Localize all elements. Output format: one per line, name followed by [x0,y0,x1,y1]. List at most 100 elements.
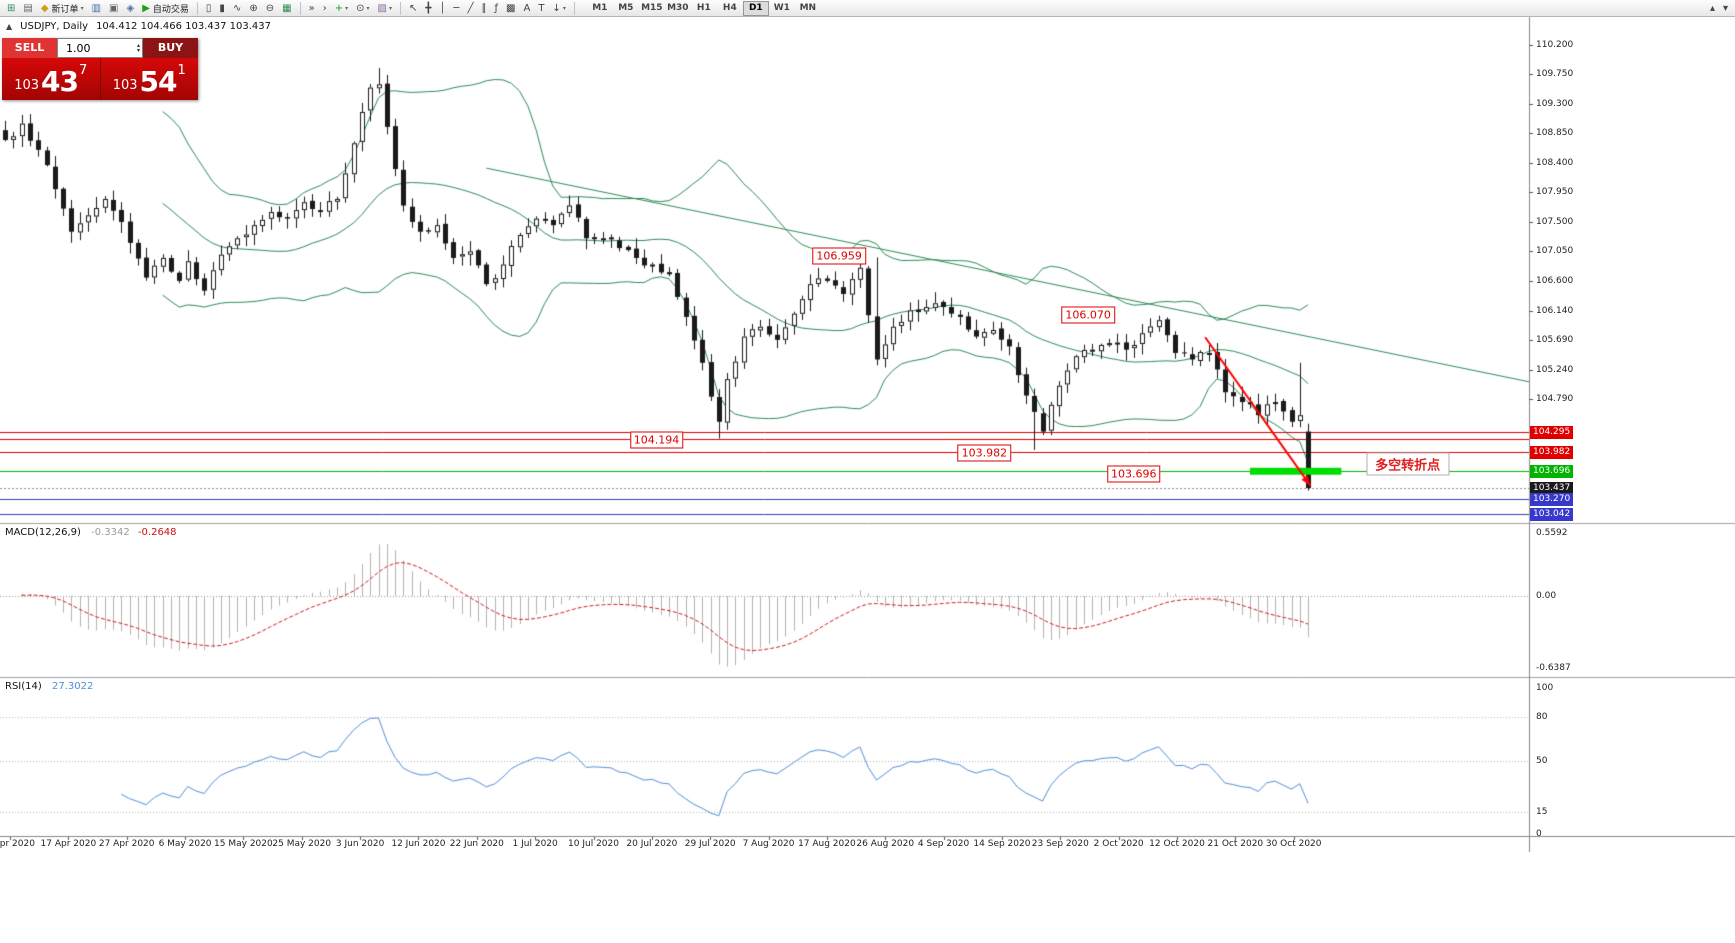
indicators-button[interactable]: + ▾ [332,1,351,16]
cursor-button[interactable]: ↖ [406,1,420,16]
label-button[interactable]: T [535,1,547,16]
trade-panel-header: SELL 1.00 ▴ ▾ BUY [2,38,198,58]
date-axis-label: 12 Oct 2020 [1149,839,1205,849]
vertical-line-icon: │ [439,2,446,14]
trendline-button[interactable]: ╱ [464,1,476,16]
volume-spinner[interactable]: ▴ ▾ [136,42,140,54]
text-icon: A [523,2,531,14]
sell-price-prefix: 103 [14,78,40,93]
timeframe-h1-button[interactable]: H1 [696,2,711,13]
buy-button[interactable]: BUY [143,38,198,58]
one-click-trading-panel: SELL 1.00 ▴ ▾ BUY 103 43 7 103 54 1 [2,38,198,100]
indicators-icon: + [334,2,344,14]
navigator-button[interactable]: ◈ [123,1,137,16]
arrows-button[interactable]: ↓ ▾ [549,1,568,16]
price-level-annotation: 103.982 [957,444,1012,462]
cursor-icon: ↖ [408,2,418,14]
date-axis-label: 14 Sep 2020 [973,839,1031,849]
trade-panel-prices: 103 43 7 103 54 1 [2,58,198,100]
auto-scroll-button[interactable]: » [306,1,318,16]
price-level-annotation: 106.070 [1061,306,1115,324]
tile-windows-icon: ▦ [282,2,292,14]
one-click-collapse-toggle[interactable]: ▲ [6,22,13,31]
fibonacci-button[interactable]: ƒ [491,1,501,16]
date-axis-label: 7 Aug 2020 [742,839,795,849]
dropdown-arrow-icon: ▾ [345,4,349,12]
buy-price-big: 54 [139,65,178,98]
date-axis-label: 27 Apr 2020 [98,839,155,849]
price-level-annotation: 104.194 [629,431,684,449]
toolbar-separator [573,1,575,15]
data-window-button[interactable]: ▣ [106,1,121,16]
line-chart-button[interactable]: ∿ [230,1,244,16]
chart-shift-icon: › [322,2,327,14]
sell-price[interactable]: 103 43 7 [2,58,101,100]
date-axis-label: 7 Apr 2020 [0,839,35,849]
timeframe-m30-button[interactable]: M30 [667,2,689,13]
date-axis-label: 15 May 2020 [214,839,273,849]
new-chart-button[interactable]: ⊞ [4,1,18,16]
label-icon: T [538,2,545,14]
price-axis-label: 106.140 [1536,306,1574,316]
turning-point-note: 多空转折点 [1366,452,1450,476]
sell-price-big: 43 [41,65,79,98]
horizontal-line-button[interactable]: ─ [450,1,462,16]
auto-scroll-icon: » [308,2,315,14]
market-watch-button[interactable]: ▥ [89,1,104,16]
periods-button[interactable]: ⊙ ▾ [353,1,372,16]
vertical-line-button[interactable]: │ [436,1,448,16]
price-axis-label: 106.600 [1536,275,1574,286]
volume-up-icon[interactable]: ▴ [136,42,140,49]
bar-chart-button[interactable]: ▯ [203,1,215,16]
timeframe-m15-button[interactable]: M15 [641,2,663,13]
new-order-button[interactable]: ◆ 新订单 ▾ [38,1,87,16]
price-tag: 103.270 [1530,493,1574,507]
templates-icon: ▨ [377,2,387,14]
timeframe-d1-button[interactable]: D1 [742,0,769,16]
price-axis-label: 109.300 [1536,98,1574,109]
zoom-in-button[interactable]: ⊕ [246,1,260,16]
chart-info-line: ▲ USDJPY, Daily 104.412 104.466 103.437 … [6,21,271,32]
navigator-icon: ◈ [126,2,135,14]
price-tag: 103.982 [1530,446,1574,460]
volume-field[interactable]: 1.00 ▴ ▾ [57,38,143,58]
dropdown-arrow-icon: ▾ [388,4,392,12]
price-axis-label: 107.500 [1536,216,1574,227]
date-axis-label: 22 Jun 2020 [449,839,504,849]
timeframe-m1-button[interactable]: M1 [592,2,608,13]
rsi-axis-label: 50 [1536,756,1548,766]
toolbar-separator [299,1,301,15]
volume-down-icon[interactable]: ▾ [136,47,140,54]
dropdown-arrow-icon: ▾ [562,4,566,12]
price-tag: 104.295 [1530,425,1574,439]
date-axis-label: 4 Sep 2020 [917,839,970,849]
grid-button[interactable]: ▩ [503,1,518,16]
rsi-indicator-label: RSI(14) 27.3022 [5,681,93,692]
timeframe-w1-button[interactable]: W1 [773,2,790,13]
timeframe-mn-button[interactable]: MN [799,2,817,13]
channel-button[interactable]: ∥ [478,1,489,16]
sell-button[interactable]: SELL [2,38,57,58]
profiles-button[interactable]: ▤ [20,1,35,16]
rsi-axis-label: 15 [1536,807,1548,818]
chart-ohlc-values: 104.412 104.466 103.437 103.437 [96,21,272,32]
price-axis-label: 108.850 [1536,128,1574,139]
timeframe-m5-button[interactable]: M5 [618,2,634,13]
timeframe-h4-button[interactable]: H4 [722,2,737,13]
autotrading-button[interactable]: ▶ 自动交易 [139,1,192,16]
text-button[interactable]: A [520,1,533,16]
templates-button[interactable]: ▨ ▾ [375,1,395,16]
fibonacci-icon: ƒ [494,2,499,14]
date-axis-label: 17 Apr 2020 [40,839,97,849]
new-order-icon: ◆ [40,2,49,14]
candlestick-chart-button[interactable]: ▮ [216,1,228,16]
chart-shift-button[interactable]: › [320,1,330,16]
tile-windows-button[interactable]: ▦ [279,1,294,16]
buy-price[interactable]: 103 54 1 [101,58,199,100]
scroll-up-button[interactable]: ▴ [1707,1,1718,16]
date-axis-label: 6 May 2020 [158,839,212,849]
scroll-down-button[interactable]: ▾ [1720,1,1731,16]
zoom-out-button[interactable]: ⊖ [263,1,277,16]
crosshair-button[interactable]: ╋ [422,1,434,16]
